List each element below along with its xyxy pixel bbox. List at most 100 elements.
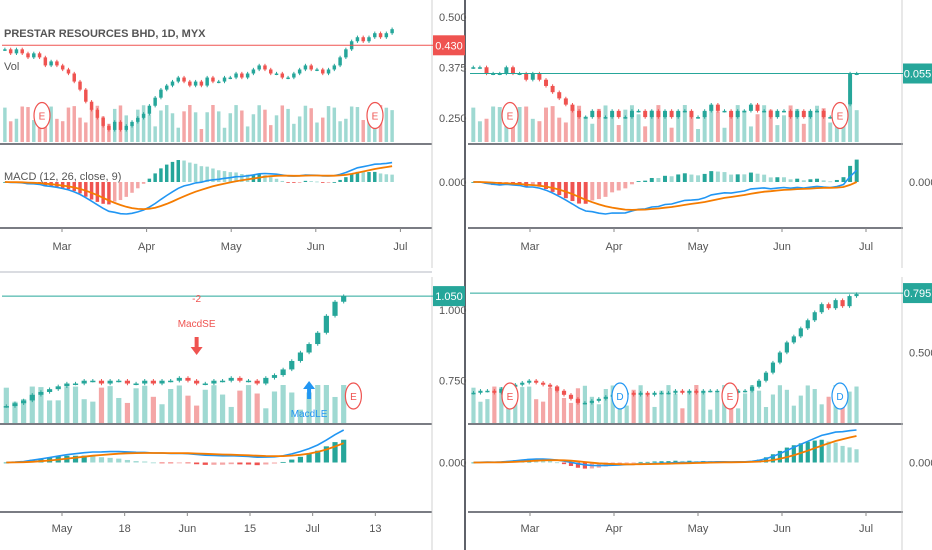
volume-bar [749,385,755,423]
macd-histogram-bar [768,177,773,182]
volume-bar [286,108,290,142]
volume-bar [188,105,192,142]
volume-bar [72,386,79,423]
macd-histogram-bar [603,182,608,197]
volume-bar [338,121,342,142]
sell-arrow-icon [190,337,203,355]
volume-bar [659,390,664,423]
macd-histogram-bar [315,450,321,463]
macd-histogram-bar [663,175,667,182]
candle [228,377,234,381]
volume-bar [228,113,233,142]
candle [756,380,762,387]
event-marker-earnings [344,382,362,410]
macd-histogram-bar [332,181,337,183]
macd-histogram-bar [373,171,377,182]
volume-bar [537,121,542,142]
candle [715,390,720,393]
macd-histogram-bar [216,170,221,182]
candle [484,67,489,74]
volume-bar [768,109,773,142]
volume-bar [341,385,347,423]
volume-bar [367,119,371,142]
candle [577,110,582,118]
signal-label: MacdSE [178,319,216,330]
volume-bar [492,386,497,423]
macd-histogram-bar [107,182,111,205]
volume-bar [263,109,267,142]
volume-bar [682,105,687,142]
macd-histogram-bar [245,462,252,465]
volume-bar [491,106,496,142]
volume-bar [629,105,634,142]
candle [763,372,769,381]
macd-histogram-bar [176,160,181,182]
candle [833,300,838,309]
candle [590,110,595,118]
candle [478,390,483,393]
last-price-value: 1.050 [435,291,463,303]
candle [245,380,252,383]
date-tick-label: Jun [773,523,791,535]
macd-histogram-bar [631,462,636,464]
candle [680,390,685,393]
volume-bar [541,401,546,423]
candle [55,386,61,390]
volume-bar [95,105,100,142]
macd-histogram-bar [367,172,371,182]
volume-bar [20,106,24,142]
volume-bar [550,106,555,142]
candle [735,110,740,118]
volume-bar [666,385,671,423]
candle [748,104,753,111]
volume-bar [176,127,181,142]
signal-label: MacdLE [291,409,328,420]
macd-histogram-bar [577,182,582,204]
volume-bar [216,111,221,142]
macd-histogram-bar [309,181,313,182]
candle [471,392,476,395]
event-marker-dividend [831,382,849,410]
candle [798,328,803,337]
candle [652,392,657,395]
candle [643,110,648,118]
candle [29,394,35,401]
macd-histogram-bar [748,172,753,182]
chart-panel-top-left: 0.430 0.500 0.375 0.250 0.000 Mar Apr May Jun Jul… [0,0,467,268]
chart-panel-bottom-right: 0.795 0.500 0.000 Mar Apr May Jun Jul E D E D [468,277,932,550]
candle [791,336,796,343]
volume-bar [150,396,156,423]
candle [770,362,776,373]
candle [37,53,42,58]
macd-histogram-bar [834,179,839,182]
volume-bar [142,385,148,423]
volume-bar [696,129,701,142]
macd-histogram-bar [130,182,134,193]
event-marker-earnings [366,101,384,130]
macd-histogram-bar [384,174,389,182]
volume-bar [269,125,273,142]
volume-bar [292,123,296,142]
candle [344,49,348,58]
macd-histogram-bar [188,162,192,182]
candle [729,110,734,118]
macd-histogram-bar [124,182,128,197]
macd-histogram-bar [147,178,152,182]
candle [373,33,377,38]
macd-histogram-bar [116,458,122,463]
macd-histogram-bar [808,179,813,182]
date-tick-label: Jul [859,523,873,535]
candle [676,110,681,118]
volume-bar [297,409,304,423]
date-tick-label: May [688,523,709,535]
signal-line [4,165,393,211]
volume-bar [484,118,489,142]
volume-bar [694,385,699,423]
macd-histogram-bar [715,171,720,182]
event-marker-label: E [727,392,734,403]
candle [702,110,707,118]
volume-bar [583,116,588,142]
candle [303,65,308,70]
candle [133,383,139,386]
candle [755,104,760,111]
